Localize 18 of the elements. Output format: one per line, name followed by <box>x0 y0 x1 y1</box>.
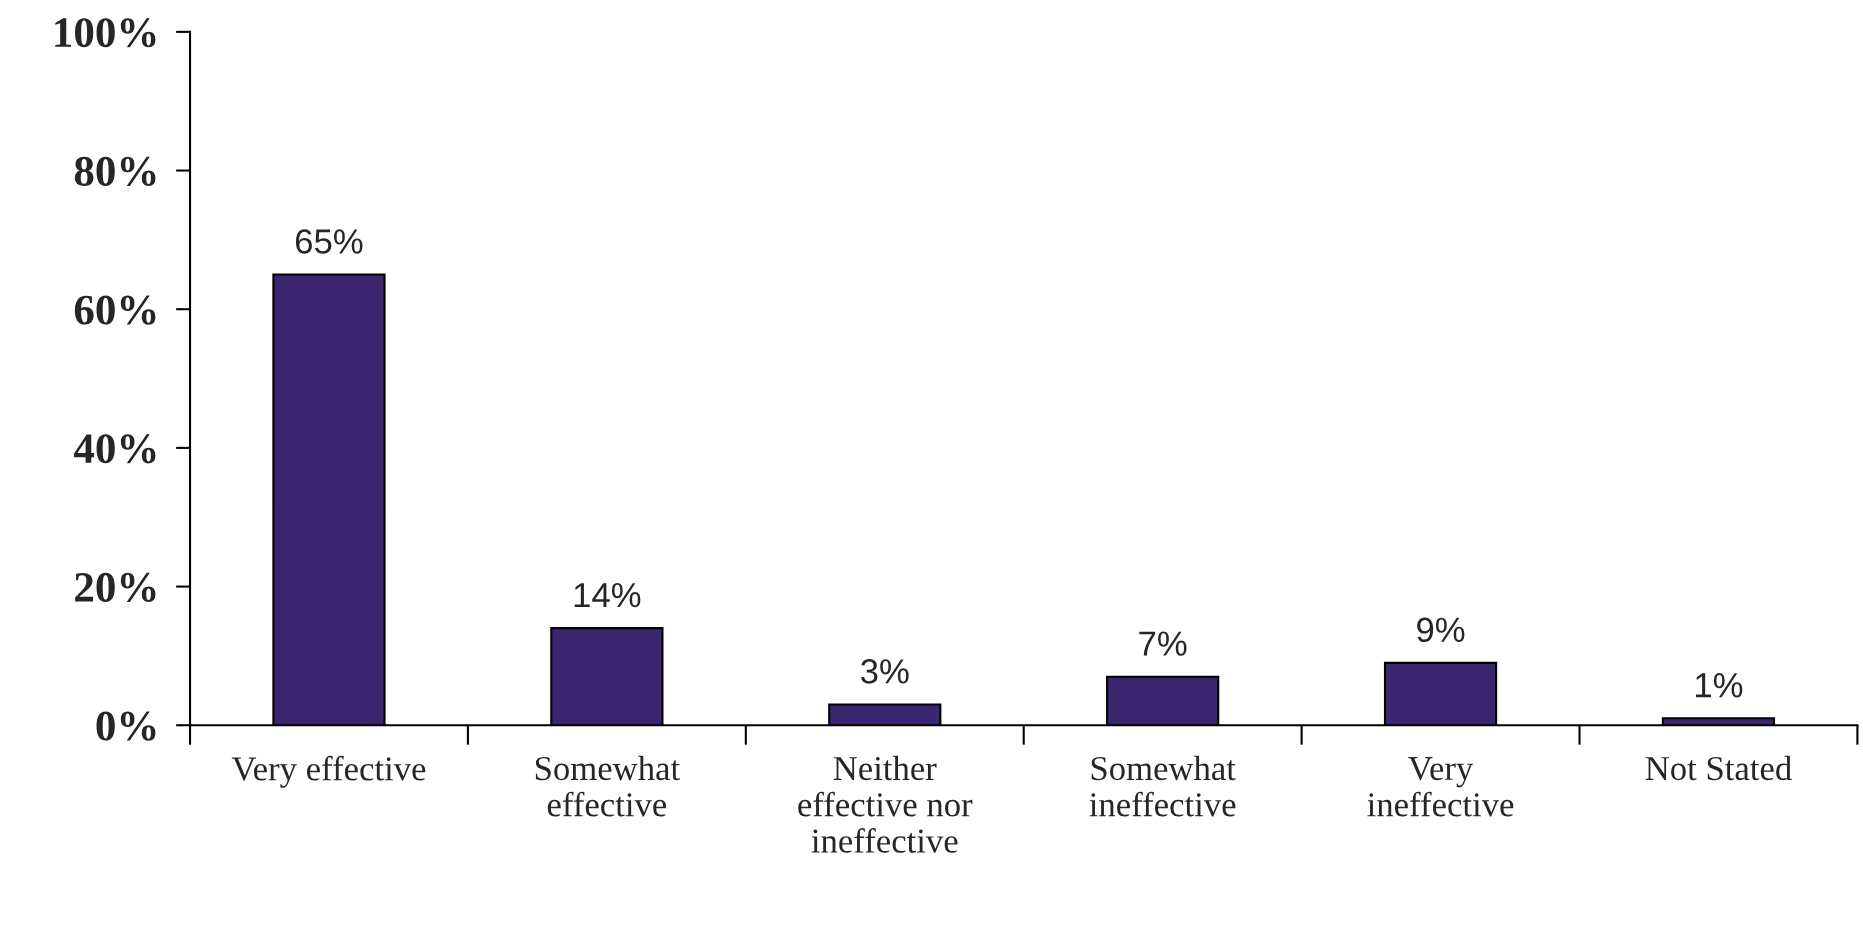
data-label: 65% <box>295 229 363 254</box>
x-tick-label: Very ineffective <box>1367 757 1514 817</box>
x-tick-label: Not Stated <box>1645 755 1792 781</box>
data-label: 3% <box>861 659 909 684</box>
data-label: 1% <box>1696 673 1743 698</box>
data-label: 9% <box>1417 617 1465 643</box>
y-tick-label: 80% <box>74 156 156 187</box>
data-label: 7% <box>1139 631 1187 656</box>
x-tick-label: Neither effective nor ineffective <box>798 755 973 853</box>
x-tick-label: Very effective <box>231 755 426 788</box>
y-tick-label: 40% <box>73 434 156 464</box>
x-tick-label: Somewhat effective <box>535 755 680 817</box>
y-tick-label: 20% <box>75 572 156 603</box>
y-tick-label: 60% <box>74 295 156 325</box>
y-tick-label: 0% <box>96 711 156 741</box>
y-tick-label: 100% <box>55 18 156 48</box>
data-label: 14% <box>574 582 641 608</box>
x-tick-label: Somewhat ineffective <box>1089 755 1236 817</box>
